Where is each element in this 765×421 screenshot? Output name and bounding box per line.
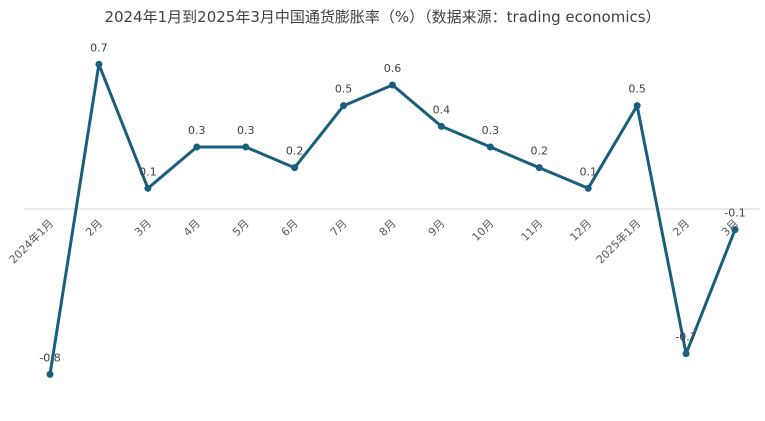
data-point xyxy=(291,164,299,172)
tick-layer: 2024年1月 2月 3月 4月 5月 6月 7月 8月 9月 10月 11月 12月 2025年1月 2… xyxy=(6,216,741,266)
data-point xyxy=(193,143,201,151)
data-point xyxy=(535,164,543,172)
data-point xyxy=(389,81,396,89)
data-label: 0.2 xyxy=(286,145,304,158)
x-tick-label: 12月 xyxy=(567,217,594,244)
x-tick-label: 10月 xyxy=(470,217,497,244)
data-label: -0.7 xyxy=(675,331,696,344)
data-point xyxy=(144,184,152,192)
data-label: 0.5 xyxy=(335,83,353,96)
data-label: -0.1 xyxy=(724,207,745,220)
data-point xyxy=(46,370,54,378)
data-point xyxy=(584,184,592,192)
x-tick-label: 3月 xyxy=(719,217,741,239)
chart-title: 2024年1月到2025年3月中国通货膨胀率（%）（数据来源：trading e… xyxy=(104,8,661,26)
data-label: 0.4 xyxy=(433,103,451,116)
data-point xyxy=(731,226,739,234)
data-label: 0.1 xyxy=(139,165,157,178)
data-point xyxy=(437,122,445,130)
label-layer: -0.8 0.7 0.1 0.3 0.3 0.2 0.5 0.6 0.4 0.3 0.2 0.1 0.5… xyxy=(39,41,745,364)
x-tick-label: 2024年1月 xyxy=(6,216,56,266)
data-label: 0.7 xyxy=(90,41,108,54)
data-point xyxy=(633,102,641,110)
data-point xyxy=(242,143,250,151)
x-tick-label: 2025年1月 xyxy=(593,216,643,266)
x-tick-label: 9月 xyxy=(426,217,448,239)
data-label: 0.2 xyxy=(531,145,549,158)
x-tick-label: 5月 xyxy=(230,217,252,239)
x-tick-label: 4月 xyxy=(181,217,203,239)
x-tick-label: 2月 xyxy=(670,217,692,239)
data-label: 0.3 xyxy=(237,124,255,137)
data-point xyxy=(486,143,494,151)
point-layer xyxy=(46,60,739,378)
data-label: 0.3 xyxy=(482,124,500,137)
data-point xyxy=(340,102,348,110)
data-label: -0.8 xyxy=(39,351,60,364)
x-tick-label: 6月 xyxy=(279,217,301,239)
data-point xyxy=(682,350,690,358)
data-point xyxy=(95,60,103,68)
x-tick-label: 11月 xyxy=(519,217,546,244)
x-tick-label: 3月 xyxy=(132,217,154,239)
data-label: 0.1 xyxy=(579,165,597,178)
x-tick-label: 8月 xyxy=(377,217,399,239)
x-tick-label: 7月 xyxy=(328,217,350,239)
x-tick-label: 2月 xyxy=(83,217,105,239)
data-label: 0.6 xyxy=(384,62,402,75)
data-label: 0.5 xyxy=(628,83,646,96)
data-label: 0.3 xyxy=(188,124,206,137)
